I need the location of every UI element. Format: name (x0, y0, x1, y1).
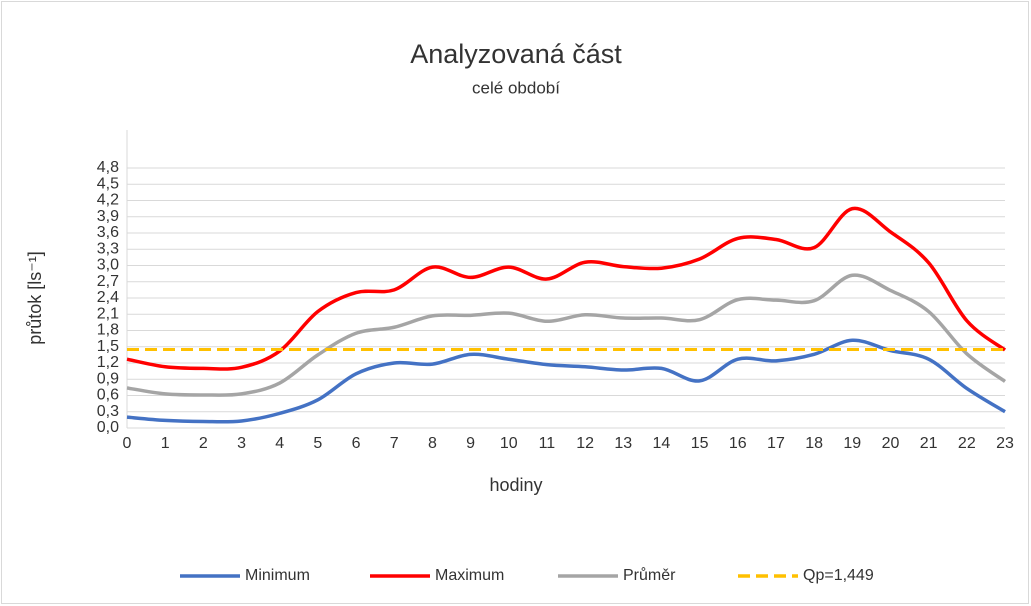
x-tick-label: 14 (653, 435, 671, 452)
y-tick-label: 0,9 (97, 370, 119, 387)
x-tick-label: 2 (199, 435, 208, 452)
chart-subtitle: celé období (472, 78, 560, 97)
x-tick-label: 0 (123, 435, 132, 452)
x-tick-label: 19 (843, 435, 861, 452)
y-tick-label: 4,2 (97, 192, 119, 209)
legend-label: Qp=1,449 (803, 567, 874, 584)
y-tick-label: 4,5 (97, 175, 119, 192)
y-tick-label: 3,0 (97, 257, 119, 274)
x-tick-label: 21 (920, 435, 938, 452)
x-tick-label: 7 (390, 435, 399, 452)
y-tick-label: 2,7 (97, 273, 119, 290)
legend-label: Maximum (435, 567, 504, 584)
x-tick-label: 1 (161, 435, 170, 452)
x-tick-label: 5 (313, 435, 322, 452)
x-tick-label: 12 (576, 435, 594, 452)
x-tick-label: 10 (500, 435, 518, 452)
y-tick-label: 2,4 (97, 289, 119, 306)
series-line (126, 273, 1007, 397)
x-tick-label: 13 (614, 435, 632, 452)
legend-label: Průměr (623, 566, 676, 584)
y-tick-label: 3,3 (97, 240, 119, 257)
y-tick-label: 1,5 (97, 338, 119, 355)
y-tick-label: 0,3 (97, 403, 119, 420)
y-tick-label: 3,9 (97, 208, 119, 225)
x-tick-label: 9 (466, 435, 475, 452)
x-tick-label: 15 (691, 435, 709, 452)
x-tick-label: 17 (767, 435, 785, 452)
y-tick-label: 3,6 (97, 224, 119, 241)
x-tick-label: 4 (275, 435, 284, 452)
x-tick-label: 18 (805, 435, 823, 452)
y-tick-label: 4,8 (97, 159, 119, 176)
y-tick-label: 0,6 (97, 387, 119, 404)
series-line (126, 338, 1006, 424)
x-tick-label: 3 (237, 435, 246, 452)
y-tick-label: 2,1 (97, 305, 119, 322)
x-tick-label: 11 (539, 435, 556, 452)
x-tick-label: 8 (428, 435, 437, 452)
x-tick-label: 20 (882, 435, 900, 452)
y-tick-label: 1,2 (97, 354, 119, 371)
y-axis-label: průtok [ls⁻¹] (25, 251, 45, 345)
y-tick-label: 1,8 (97, 322, 119, 339)
x-tick-label: 22 (958, 435, 976, 452)
x-tick-label: 23 (996, 435, 1014, 452)
series-line (126, 206, 1007, 371)
x-axis-label: hodiny (489, 475, 542, 495)
legend-label: Minimum (245, 567, 310, 584)
chart-title: Analyzovaná část (410, 39, 622, 69)
y-tick-label: 0,0 (97, 419, 119, 436)
x-tick-label: 16 (729, 435, 747, 452)
x-tick-label: 6 (352, 435, 361, 452)
